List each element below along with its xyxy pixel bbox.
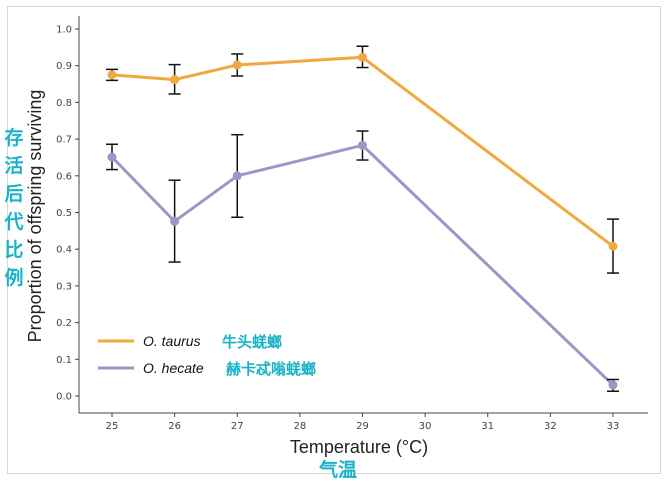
data-point-o-hecate: [107, 152, 117, 162]
x-tick-label: 33: [607, 421, 620, 432]
x-axis-title: Temperature (°C): [290, 437, 428, 457]
y-axis-chinese-char: 比: [4, 239, 23, 261]
x-tick-label: 27: [231, 421, 244, 432]
y-axis-chinese-char: 存: [4, 126, 23, 149]
x-tick-label: 32: [544, 421, 557, 432]
y-axis-title: Proportion of offspring surviving: [25, 90, 45, 343]
y-tick-label: 1.0: [56, 25, 72, 36]
data-point-o-taurus: [232, 60, 242, 70]
legend-annotation-o-taurus: 牛头蜣螂: [222, 333, 282, 351]
x-tick-label: 28: [294, 421, 307, 432]
data-point-o-taurus: [107, 70, 117, 80]
y-tick-label: 0.7: [56, 135, 72, 146]
x-tick-label: 29: [356, 421, 369, 432]
data-point-o-taurus: [170, 75, 180, 85]
y-tick-label: 0.8: [56, 98, 72, 109]
y-tick-label: 0.4: [56, 245, 72, 256]
legend: O. taurus 牛头蜣螂 O. hecate 赫卡忒嗡蜣螂: [98, 333, 316, 378]
y-axis-chinese-char: 代: [3, 211, 23, 233]
x-tick-label: 25: [106, 421, 119, 432]
x-axis-chinese-annotation: 气温: [318, 458, 357, 481]
y-tick-label: 0.5: [56, 208, 72, 219]
series-layer: [106, 45, 619, 392]
data-point-o-taurus: [358, 52, 367, 62]
y-tick-label: 0.6: [56, 171, 72, 182]
data-point-o-hecate: [608, 380, 618, 390]
y-tick-label: 0.3: [56, 281, 72, 292]
x-ticks: 25 26 27 28 29 30 31 32 33: [106, 413, 620, 432]
legend-annotation-o-hecate: 赫卡忒嗡蜣螂: [226, 360, 316, 378]
chart-frame: [7, 6, 661, 474]
y-tick-label: 0.2: [56, 318, 72, 329]
data-point-o-taurus: [608, 241, 618, 251]
series-line-o-hecate: [110, 143, 615, 387]
data-point-o-hecate: [232, 171, 242, 181]
y-axis-chinese-char: 活: [4, 154, 23, 177]
y-tick-label: 0.9: [56, 61, 72, 72]
y-axis-chinese-char: 例: [4, 266, 23, 289]
data-point-o-hecate: [358, 140, 367, 150]
data-point-o-hecate: [170, 216, 180, 226]
y-ticks: 0.0 0.1 0.2 0.3 0.4 0.5 0.6 0.7 0.8 0.9 1.0: [56, 25, 79, 403]
y-tick-label: 0.1: [56, 355, 72, 366]
y-tick-label: 0.0: [56, 392, 72, 403]
x-tick-label: 26: [168, 421, 181, 432]
x-tick-label: 30: [419, 421, 432, 432]
axes-group: 0.0 0.1 0.2 0.3 0.4 0.5 0.6 0.7 0.8 0.9 1.0 25 26 27…: [56, 16, 648, 432]
legend-label-o-taurus: O. taurus: [143, 333, 201, 349]
series-marks: [106, 45, 619, 392]
y-axis-chinese-char: 后: [4, 183, 23, 205]
legend-label-o-hecate: O. hecate: [143, 360, 204, 376]
x-tick-label: 31: [481, 421, 494, 432]
